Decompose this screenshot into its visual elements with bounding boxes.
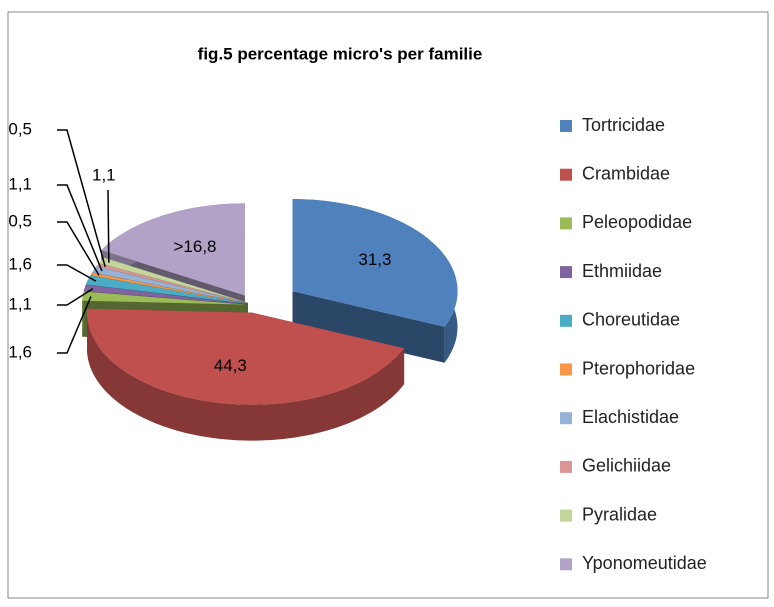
leader-line bbox=[57, 296, 92, 354]
legend-swatch bbox=[560, 460, 572, 473]
slice bbox=[83, 284, 248, 305]
legend-label: Ethmiidae bbox=[582, 261, 662, 281]
slice bbox=[82, 291, 247, 305]
legend-label: Elachistidae bbox=[582, 407, 679, 427]
pie-tops bbox=[82, 199, 458, 405]
legend-swatch bbox=[560, 412, 572, 425]
legend-label: Crambidae bbox=[582, 163, 670, 183]
leader-line bbox=[57, 221, 100, 276]
leader-line bbox=[57, 288, 94, 306]
slice bbox=[292, 199, 458, 327]
legend-swatch bbox=[560, 558, 572, 571]
legend-swatch bbox=[560, 217, 572, 230]
legend-label: Pterophoridae bbox=[582, 358, 695, 378]
legend-label: Peleopodidae bbox=[582, 212, 692, 232]
legend-label: Yponomeutidae bbox=[582, 553, 707, 573]
legend-swatch bbox=[560, 314, 572, 327]
slice bbox=[86, 275, 248, 304]
leader-line bbox=[57, 264, 97, 282]
data-label: 1,6 bbox=[8, 254, 32, 273]
leader-line bbox=[57, 184, 103, 272]
slice bbox=[86, 308, 405, 405]
data-label: 0,5 bbox=[8, 211, 32, 230]
slice-wall bbox=[292, 291, 445, 363]
data-label: 1,1 bbox=[8, 174, 32, 193]
data-label: 1,6 bbox=[8, 342, 32, 361]
leader-line bbox=[57, 129, 106, 267]
leader-line bbox=[107, 189, 110, 263]
chart-title: fig.5 percentage micro's per familie bbox=[198, 44, 483, 63]
legend-swatch bbox=[560, 266, 572, 279]
data-label: >16,8 bbox=[174, 237, 217, 256]
data-label: 44,3 bbox=[214, 356, 247, 375]
slice bbox=[92, 266, 248, 304]
legend-label: Gelichiidae bbox=[582, 456, 671, 476]
legend-label: Tortricidae bbox=[582, 115, 665, 135]
data-label: 1,1 bbox=[92, 165, 116, 184]
data-label: 1,1 bbox=[8, 294, 32, 313]
slice bbox=[101, 203, 245, 296]
slice bbox=[96, 263, 248, 304]
legend-label: Choreutidae bbox=[582, 310, 680, 330]
data-label: 0,5 bbox=[8, 119, 32, 138]
legend-swatch bbox=[560, 168, 572, 181]
slice bbox=[99, 257, 248, 303]
legend-swatch bbox=[560, 363, 572, 376]
legend-swatch bbox=[560, 509, 572, 522]
slice bbox=[90, 272, 248, 304]
data-label: 31,3 bbox=[358, 250, 391, 269]
slice-side bbox=[86, 308, 405, 441]
legend-swatch bbox=[560, 120, 572, 132]
legend-label: Pyralidae bbox=[582, 504, 657, 524]
